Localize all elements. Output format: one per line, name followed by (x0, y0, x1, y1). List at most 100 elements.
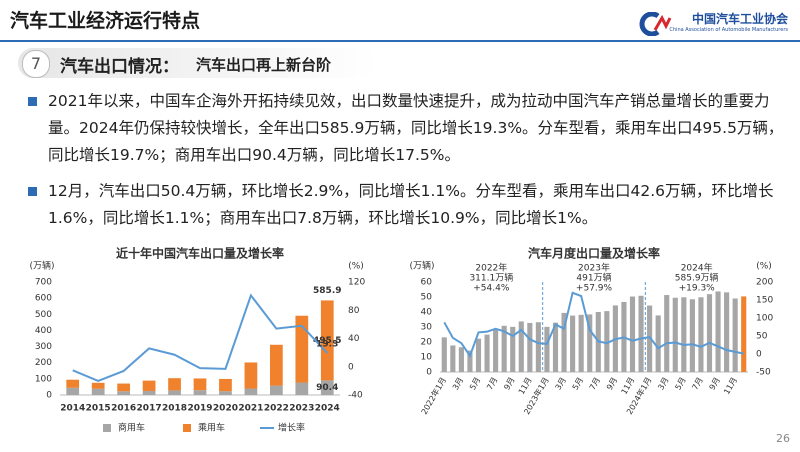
annotation: 2022年 (475, 262, 507, 274)
x-tick-label: 9月 (708, 376, 722, 392)
x-tick-label: 11月 (722, 376, 739, 396)
section-subtitle: 汽车出口再上新台阶 (196, 56, 332, 74)
bar (552, 322, 559, 372)
bar (142, 380, 156, 391)
bar (66, 387, 80, 395)
y2-tick-label: -40 (348, 391, 363, 401)
y-axis-label: (万辆) (29, 260, 54, 272)
bar (484, 334, 490, 372)
y2-tick-label: 100 (756, 314, 773, 324)
y2-tick-label: 150 (756, 296, 773, 306)
x-tick-label: 11月 (517, 376, 534, 396)
data-label: 90.4 (316, 383, 338, 393)
annotation: +19.3% (679, 284, 716, 294)
section-title: 汽车出口情况： (60, 57, 179, 77)
annotation: +54.4% (473, 284, 510, 294)
bar (510, 326, 516, 372)
chart-title: 近十年中国汽车出口量及增长率 (116, 246, 284, 261)
bar (219, 378, 232, 392)
bar (629, 296, 636, 372)
bar (715, 291, 721, 372)
x-tick-label: 2019 (187, 404, 212, 414)
bar (561, 312, 567, 372)
y-tick-label: 50 (421, 293, 433, 303)
x-tick-label: 2022年1月 (419, 375, 448, 416)
y2-tick-label: 120 (348, 278, 365, 288)
x-tick-label: 7月 (485, 376, 499, 392)
bar (647, 305, 653, 372)
line (443, 291, 744, 358)
bar (320, 380, 334, 395)
bar (672, 297, 678, 372)
x-tick-label: 5月 (673, 376, 687, 392)
bar (741, 296, 747, 372)
bar (570, 315, 576, 372)
x-tick-label: 2022 (264, 404, 289, 414)
y2-tick-label: 80 (348, 306, 360, 316)
bar (117, 391, 130, 395)
org-name-en: China Association of Automobile Manufact… (669, 27, 788, 33)
x-tick-label: 2017 (137, 404, 162, 414)
legend-label: 增长率 (278, 422, 305, 434)
annotation: +57.9% (576, 284, 613, 294)
y-tick-label: 300 (35, 342, 52, 352)
y-tick-label: 60 (421, 278, 433, 288)
bar (518, 321, 524, 372)
bar (91, 388, 105, 395)
bar (270, 385, 283, 395)
y2-tick-label: 0 (348, 362, 354, 372)
data-label: 495.5 (313, 336, 341, 346)
y2-tick-label: -50 (756, 368, 771, 378)
bar (117, 383, 130, 392)
y2-tick-label: 50 (756, 332, 768, 342)
y2-tick-label: 40 (348, 334, 360, 344)
bar (689, 299, 695, 372)
y-tick-label: 600 (35, 294, 52, 304)
line (72, 293, 329, 382)
bar (638, 295, 644, 372)
x-tick-label: 3月 (451, 376, 465, 392)
bar (706, 294, 713, 372)
section-bar (18, 48, 378, 78)
bar (168, 378, 181, 391)
bar (475, 338, 482, 372)
bar (450, 345, 456, 372)
bar (493, 328, 499, 372)
page-number: 26 (776, 432, 790, 445)
annotation: 311.1万辆 (469, 272, 513, 284)
bar (142, 390, 156, 395)
annotation: 2024年 (681, 262, 713, 274)
chart: 汽车月度出口量及增长率 (万辆) (%) 0 10 20 30 40 50 60 -50 0 50 100… (409, 246, 773, 417)
legend-swatch (183, 424, 191, 432)
x-tick-label: 7月 (691, 376, 705, 392)
y-tick-label: 700 (35, 278, 52, 288)
bar (527, 322, 533, 372)
annotation: 585.9万辆 (675, 272, 719, 284)
bullet-text: 12月，汽车出口50.4万辆，环比增长2.9%，同比增长1.1%。分车型看，乘用… (48, 182, 774, 227)
bar (681, 297, 687, 372)
bar (193, 390, 207, 395)
x-tick-label: 2015 (86, 404, 111, 414)
y-tick-label: 200 (35, 358, 52, 368)
bar (270, 344, 283, 386)
annotation: 585.9 (313, 286, 341, 296)
x-tick-label: 2024 (315, 404, 340, 414)
bar (732, 298, 738, 372)
legend-label: 商用车 (118, 422, 145, 434)
x-tick-label: 2018 (162, 404, 187, 414)
y2-tick-label: 200 (756, 278, 773, 288)
y2-tick-label: 0 (756, 350, 762, 360)
x-tick-label: 2023 (289, 404, 314, 414)
bar (295, 315, 309, 383)
y2-axis-label: (%) (756, 262, 772, 272)
section-number: 7 (22, 50, 50, 78)
bar (320, 300, 334, 381)
x-tick-label: 5月 (571, 376, 585, 392)
bar (244, 362, 258, 389)
x-tick-label: 3月 (554, 376, 568, 392)
x-tick-label: 2014 (60, 404, 85, 414)
data-label: 19.3 (316, 340, 338, 350)
slide-title: 汽车工业经济运行特点 (10, 10, 201, 32)
bar (458, 347, 464, 372)
legend-swatch (103, 424, 111, 432)
